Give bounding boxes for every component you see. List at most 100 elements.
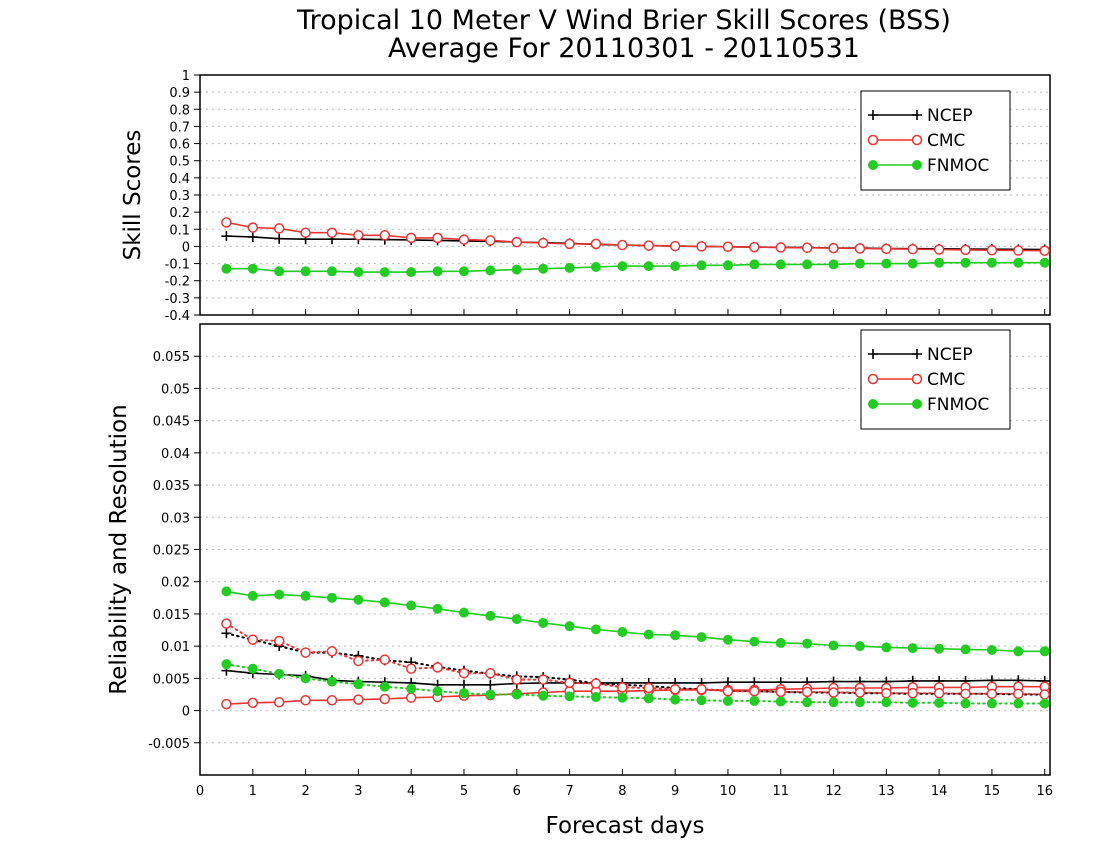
legend-marker-fnmoc [868, 160, 878, 170]
x-tick-label: 5 [460, 784, 468, 799]
y-tick-label: 0.7 [169, 120, 190, 135]
data-point-cmc [617, 239, 628, 251]
data-point-fnmoc-dotted [854, 697, 865, 708]
data-point-cmc-dotted [696, 684, 707, 695]
data-point-cmc-dotted [405, 663, 417, 674]
data-point-fnmoc-dotted [617, 692, 628, 703]
data-point-ncep [485, 679, 496, 690]
data-point-fnmoc [696, 632, 707, 643]
data-point-fnmoc-dotted [722, 695, 733, 706]
y-tick-label: 0.6 [169, 138, 190, 153]
legend-marker-cmc [911, 373, 923, 385]
data-point-cmc-dotted [854, 687, 866, 698]
data-point-cmc [405, 692, 417, 703]
data-point-fnmoc [353, 267, 364, 278]
data-point-fnmoc-dotted [960, 698, 971, 709]
data-point-cmc [273, 223, 285, 234]
data-point-cmc-dotted [273, 635, 285, 647]
y-tick-label: 0 [182, 240, 190, 255]
x-tick-label: 13 [878, 784, 895, 799]
data-point-cmc-dotted [1013, 688, 1024, 700]
data-point-fnmoc [960, 257, 971, 268]
data-point-fnmoc [538, 263, 549, 274]
y-tick-label: 0.3 [169, 189, 190, 204]
data-point-cmc [907, 243, 918, 255]
data-point-fnmoc-dotted [300, 673, 311, 684]
data-point-cmc [564, 238, 575, 250]
data-point-cmc-dotted [537, 674, 549, 685]
data-point-cmc [273, 696, 285, 708]
data-point-fnmoc-dotted [485, 689, 496, 700]
data-point-fnmoc [379, 597, 390, 608]
data-point-fnmoc [934, 643, 945, 654]
data-point-cmc-dotted [326, 646, 338, 657]
data-point-cmc [221, 217, 232, 228]
data-point-cmc-dotted [960, 688, 971, 700]
data-point-fnmoc [934, 257, 945, 268]
y-tick-label: -0.2 [165, 275, 190, 290]
data-point-fnmoc-dotted [934, 697, 945, 708]
data-point-cmc [881, 243, 892, 255]
data-point-fnmoc [749, 259, 760, 270]
data-point-cmc-dotted [907, 687, 918, 699]
data-point-fnmoc-dotted [881, 697, 892, 708]
data-point-fnmoc [617, 261, 628, 272]
legend-label-fnmoc: FNMOC [927, 156, 989, 176]
data-point-fnmoc-dotted [1039, 698, 1050, 709]
y-tick-label: -0.4 [165, 309, 190, 324]
series-group [221, 586, 1050, 710]
data-point-fnmoc-dotted [749, 695, 760, 706]
data-point-cmc-dotted [590, 678, 602, 689]
data-point-cmc [247, 697, 259, 709]
legend-marker-ncep [912, 349, 922, 359]
data-point-ncep [458, 679, 469, 690]
data-point-cmc [775, 242, 786, 253]
y-tick-label: 0.1 [169, 223, 190, 238]
y-tick-label: 0 [182, 705, 190, 720]
data-point-fnmoc-dotted [643, 693, 654, 704]
data-point-fnmoc [775, 259, 786, 270]
y-tick-label: 0.025 [153, 544, 190, 559]
data-point-fnmoc-dotted [1013, 698, 1024, 709]
data-point-fnmoc [485, 610, 496, 621]
chart-panels: -0.4 -0.3 -0.2 -0.1 0 0.1 0.2 0.3 0.4 0.5 0.6 0.7 0.… [106, 69, 1053, 839]
data-point-fnmoc [538, 617, 549, 628]
data-point-fnmoc-dotted [379, 681, 390, 692]
data-point-fnmoc [432, 603, 443, 614]
data-point-fnmoc [670, 261, 681, 272]
legend-marker-fnmoc [912, 399, 922, 409]
plot-frame [199, 323, 1051, 776]
y-tick-label: 1 [182, 69, 190, 84]
data-point-cmc [643, 240, 655, 251]
data-point-cmc [300, 227, 311, 238]
data-point-cmc [801, 242, 813, 254]
panel-1: -0.4 -0.3 -0.2 -0.1 0 0.1 0.2 0.3 0.4 0.5 0.6 0.7 0.… [120, 69, 1051, 324]
data-point-cmc [986, 244, 998, 256]
data-point-fnmoc-dotted [986, 698, 997, 709]
y-axis-label: Skill Scores [120, 130, 146, 261]
data-point-fnmoc [221, 263, 232, 274]
data-point-cmc [405, 232, 417, 244]
data-point-fnmoc-dotted [353, 679, 364, 690]
data-point-ncep-dotted [221, 628, 232, 639]
data-point-fnmoc [590, 624, 601, 635]
data-point-fnmoc [643, 261, 654, 272]
data-point-cmc-dotted [881, 687, 892, 699]
x-tick-label: 10 [720, 784, 737, 799]
data-point-fnmoc [960, 644, 971, 655]
data-point-cmc-dotted [564, 677, 575, 689]
y-tick-label: -0.1 [165, 258, 190, 273]
data-point-cmc [960, 244, 971, 256]
x-tick-label: 4 [407, 784, 415, 799]
data-point-fnmoc [511, 614, 522, 625]
legend-marker-fnmoc [868, 399, 878, 409]
legend-marker-ncep [912, 110, 922, 120]
data-point-cmc [749, 241, 760, 253]
data-point-cmc [379, 693, 391, 705]
x-tick-label: 14 [931, 784, 948, 799]
data-point-fnmoc [564, 621, 575, 632]
y-axis-label: Reliability and Resolution [106, 404, 132, 694]
y-tick-label: 0.05 [161, 382, 190, 397]
data-point-fnmoc-dotted [564, 691, 575, 702]
